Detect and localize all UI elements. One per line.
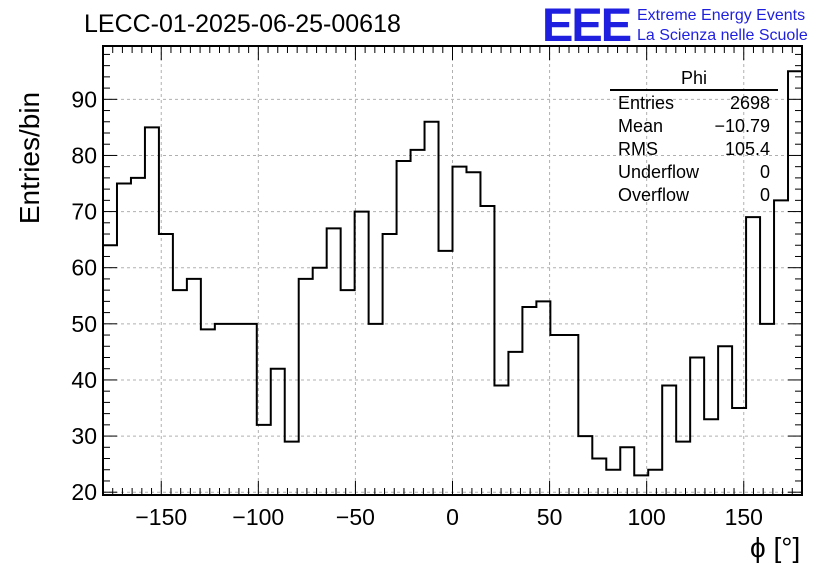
histogram-bin	[229, 324, 243, 495]
x-tick-label: 0	[446, 504, 459, 530]
histogram-bin	[313, 268, 327, 495]
histogram-bin	[299, 279, 313, 495]
stats-value: 2698	[729, 93, 770, 113]
histogram-bin	[662, 386, 676, 495]
histogram-bin	[676, 442, 690, 495]
histogram-bin	[494, 386, 508, 495]
histogram-bin	[466, 172, 480, 495]
x-tick-label: 150	[725, 504, 763, 530]
histogram-bin	[480, 206, 494, 495]
histogram-bin	[690, 357, 704, 495]
histogram-bin	[341, 290, 355, 495]
histogram-bin	[774, 200, 788, 495]
stats-label: Underflow	[618, 162, 700, 182]
stats-row-mean: Mean −10.79	[618, 116, 770, 138]
histogram-bin	[173, 290, 187, 495]
stats-value: −10.79	[714, 116, 770, 136]
x-axis-label: ϕ [°]	[750, 532, 801, 563]
x-tick-label: 50	[537, 504, 563, 530]
histogram-bin	[564, 335, 578, 495]
y-tick-label: 70	[71, 199, 97, 225]
y-tick-label: 20	[71, 479, 97, 505]
histogram-bin	[746, 217, 760, 495]
histogram-bin	[620, 447, 634, 495]
histogram-bin	[145, 127, 159, 495]
stats-value: 0	[759, 185, 770, 205]
histogram-bin	[536, 301, 550, 495]
histogram-bin	[704, 419, 718, 495]
chart-title: LECC-01-2025-06-25-00618	[84, 10, 401, 38]
logo-mark: EEE	[542, 0, 632, 51]
histogram-bin	[788, 71, 802, 495]
y-tick-label: 50	[71, 311, 97, 337]
histogram-bin	[117, 184, 131, 495]
histogram-bin	[215, 324, 229, 495]
histogram-bin	[131, 178, 145, 495]
histogram-bin	[271, 369, 285, 495]
stats-label: Mean	[618, 116, 664, 136]
logo-line2: La Scienza nelle Scuole	[637, 27, 808, 44]
histogram-bin	[606, 470, 620, 495]
histogram-bin	[453, 167, 467, 495]
histogram-bin	[592, 459, 606, 495]
stats-divider	[610, 89, 778, 91]
histogram-bin	[522, 307, 536, 495]
histogram-bin	[425, 122, 439, 495]
y-tick-label: 30	[71, 423, 97, 449]
y-tick-label: 90	[71, 86, 97, 112]
stats-value: 105.4	[724, 139, 770, 159]
histogram-bin	[508, 352, 522, 495]
stats-row-underflow: Underflow 0	[618, 162, 770, 184]
histogram-bin	[327, 228, 341, 495]
histogram-bin	[439, 251, 453, 495]
histogram-bin	[285, 442, 299, 495]
x-tick-label: −100	[232, 504, 284, 530]
histogram-outline	[103, 70, 802, 477]
histogram-bin	[355, 212, 369, 495]
stats-label: RMS	[618, 139, 658, 159]
stats-label: Entries	[618, 93, 675, 113]
histogram-bin	[201, 329, 215, 495]
y-tick-label: 80	[71, 142, 97, 168]
stats-value: 0	[759, 162, 770, 182]
plot-frame	[102, 45, 803, 496]
histogram-bin	[369, 324, 383, 495]
x-tick-label: −50	[336, 504, 375, 530]
y-tick-label: 60	[71, 255, 97, 281]
logo-line1: Extreme Energy Events	[637, 7, 806, 24]
x-tick-label: 100	[627, 504, 665, 530]
histogram-bin	[411, 150, 425, 495]
stats-name: Phi	[680, 68, 707, 88]
histogram-bin	[634, 475, 648, 495]
histogram-bin	[648, 470, 662, 495]
stats-row-entries: Entries 2698	[618, 93, 770, 115]
x-tick-label: −150	[135, 504, 187, 530]
histogram-bin	[187, 279, 201, 495]
histogram-bin	[383, 234, 397, 495]
histogram-bin	[578, 436, 592, 495]
histogram-bin	[103, 245, 117, 495]
y-tick-label: 40	[71, 367, 97, 393]
histogram-bin	[718, 346, 732, 495]
histogram-bin	[550, 335, 564, 495]
stats-label: Overflow	[618, 185, 690, 205]
stats-row-overflow: Overflow 0	[618, 185, 770, 207]
histogram-bin	[257, 425, 271, 495]
histogram-bin	[243, 324, 257, 495]
histogram-bin	[760, 324, 774, 495]
stats-row-rms: RMS 105.4	[618, 139, 770, 161]
